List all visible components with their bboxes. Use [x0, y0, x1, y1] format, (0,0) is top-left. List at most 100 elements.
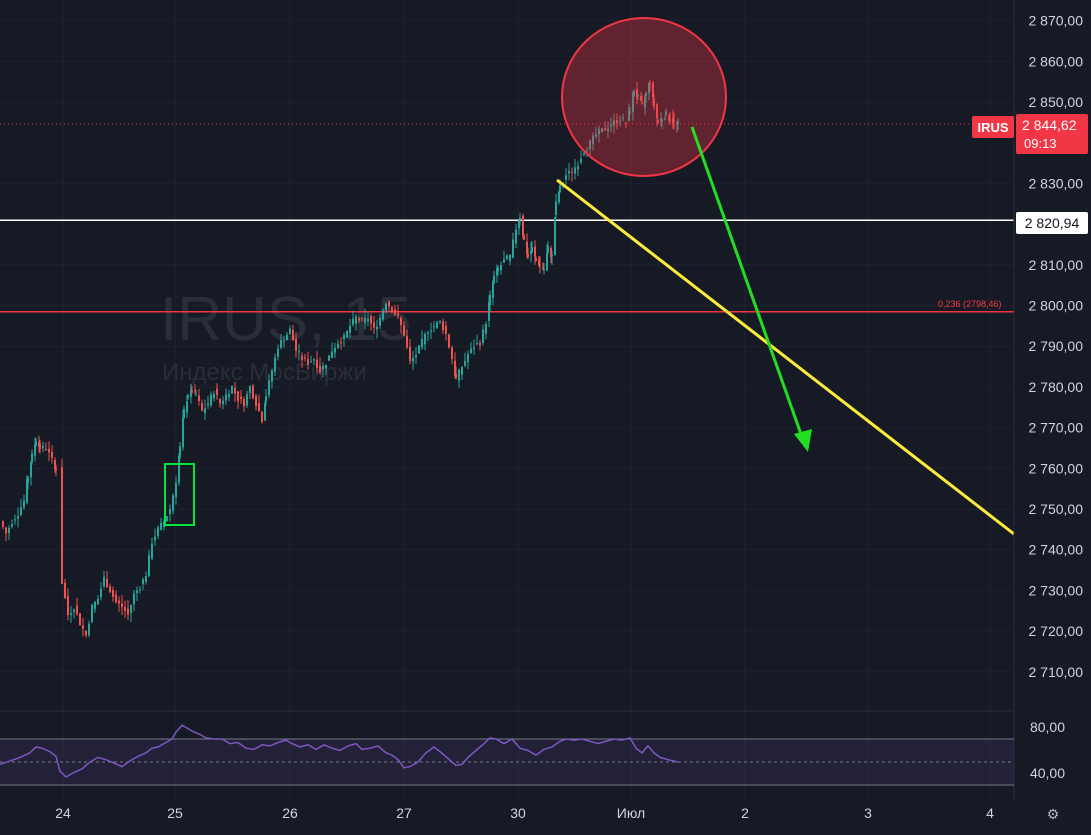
candle-body — [97, 598, 99, 605]
candle-body — [39, 443, 41, 450]
candle-body — [664, 118, 666, 120]
candle-body — [436, 322, 438, 328]
candle-body — [409, 346, 411, 362]
candle-body — [535, 258, 537, 261]
candle-body — [519, 217, 521, 220]
candle-body — [559, 184, 561, 192]
candle-body — [8, 527, 10, 533]
candle-body — [522, 215, 524, 237]
candle-body — [219, 399, 221, 404]
candle-body — [648, 83, 650, 94]
candle-body — [616, 120, 618, 123]
oscillator-axis[interactable]: 80,00 40,00 — [1030, 719, 1065, 781]
candle-body — [172, 495, 174, 511]
candle-body — [268, 380, 270, 395]
candle-body — [500, 264, 502, 271]
candle-body — [20, 507, 22, 515]
candle-body — [673, 120, 675, 122]
candle-body — [349, 325, 351, 333]
last-price-tag: 2 844,62 09:13 — [1016, 114, 1088, 154]
candle-body — [252, 385, 254, 399]
candle-body — [492, 281, 494, 298]
candle-body — [258, 403, 260, 412]
y-tick-label: 2 720,00 — [1029, 623, 1084, 639]
highlight-circle[interactable] — [561, 17, 727, 177]
candle-body — [160, 522, 162, 530]
candle-body — [169, 509, 171, 514]
candle-body — [343, 335, 345, 340]
candle-body — [88, 623, 90, 636]
candle-body — [331, 351, 333, 358]
candle-body — [555, 201, 557, 215]
candle-body — [183, 409, 185, 419]
candle-body — [274, 357, 276, 372]
candle-body — [467, 354, 469, 362]
candle-body — [649, 83, 651, 85]
candle-body — [85, 630, 87, 636]
candle-body — [145, 576, 147, 582]
candle-body — [73, 609, 75, 612]
candle-body — [2, 521, 4, 527]
candle-body — [530, 250, 532, 255]
candle-body — [127, 608, 129, 615]
candle-body — [286, 334, 288, 341]
candle-body — [166, 516, 168, 522]
x-tick-label: Июл — [617, 805, 645, 821]
candle-body — [558, 191, 560, 203]
candle-body — [367, 318, 369, 322]
candle-body — [136, 590, 138, 594]
candle-body — [637, 94, 639, 96]
candle-body — [526, 241, 528, 255]
oscillator-tick-label: 40,00 — [1030, 765, 1065, 781]
candle-body — [234, 387, 236, 394]
candle-body — [319, 365, 321, 373]
candle-body — [31, 453, 33, 463]
time-axis[interactable]: 24 25 26 27 30 Июл 2 3 4 — [55, 805, 994, 821]
highlight-rectangle[interactable] — [164, 463, 195, 526]
y-tick-label: 2 760,00 — [1029, 460, 1084, 476]
candle-body — [313, 359, 315, 361]
candle-body — [518, 220, 520, 229]
candle-body — [439, 320, 441, 323]
candle-body — [394, 309, 396, 315]
candle-body — [361, 317, 363, 319]
candle-body — [388, 301, 390, 307]
horizontal-line-price-tag: 2 820,94 — [1016, 212, 1088, 234]
gear-icon[interactable]: ⚙ — [1046, 806, 1060, 822]
candle-body — [586, 149, 588, 151]
candle-body — [503, 259, 505, 263]
price-lines — [0, 123, 1014, 313]
candle-body — [179, 446, 181, 458]
candle-body — [448, 334, 450, 348]
candle-body — [157, 527, 159, 536]
candle-body — [298, 351, 300, 353]
candle-body — [657, 119, 659, 123]
oscillator-line — [0, 724, 679, 778]
y-tick-label: 2 780,00 — [1029, 379, 1084, 395]
candle-body — [182, 417, 184, 448]
candle-body — [228, 394, 230, 398]
candle-body — [512, 239, 514, 258]
candle-body — [661, 119, 663, 122]
x-tick-label: 26 — [282, 805, 298, 821]
forecast-arrow[interactable] — [690, 126, 804, 438]
y-tick-label: 2 850,00 — [1029, 94, 1084, 110]
price-axis[interactable]: 2 870,00 2 860,00 2 850,00 2 830,00 2 810,00… — [1029, 13, 1084, 680]
y-tick-label: 2 730,00 — [1029, 582, 1084, 598]
candle-body — [458, 369, 460, 381]
candle-body — [121, 603, 123, 607]
candle-body — [592, 135, 594, 145]
candle-body — [551, 255, 553, 257]
candle-body — [427, 332, 429, 334]
candle-body — [264, 403, 266, 421]
candle-body — [178, 455, 180, 483]
candle-body — [403, 325, 405, 336]
candle-body — [139, 589, 141, 591]
trend-line[interactable] — [556, 178, 1015, 536]
candles — [2, 79, 679, 638]
candle-body — [461, 367, 463, 375]
candle-body — [568, 170, 570, 174]
candle-body — [488, 301, 490, 321]
